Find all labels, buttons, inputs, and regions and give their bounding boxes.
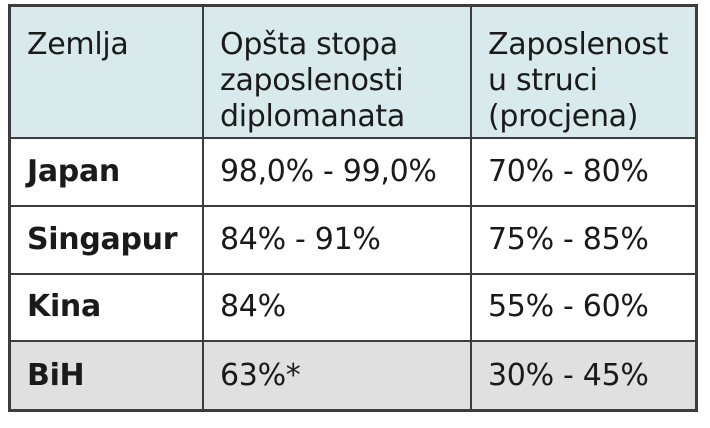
header-country: Zemlja [11, 7, 204, 139]
employment-table: Zemlja Opšta stopa zaposlenosti diploman… [11, 7, 695, 409]
in-field-rate-cell: 30% - 45% [470, 340, 695, 409]
table-row: Japan 98,0% - 99,0% 70% - 80% [11, 137, 695, 207]
table-row: Singapur 84% - 91% 75% - 85% [11, 204, 695, 275]
overall-rate-cell: 63%* [202, 340, 472, 409]
overall-rate-cell: 98,0% - 99,0% [202, 137, 472, 207]
in-field-rate-cell: 75% - 85% [470, 204, 695, 275]
overall-rate-cell: 84% - 91% [202, 204, 472, 275]
table-row-highlighted: BiH 63%* 30% - 45% [11, 340, 695, 409]
country-cell: BiH [11, 340, 204, 409]
overall-rate-cell: 84% [202, 272, 472, 343]
header-in-field-employment: Zaposlenost u struci (procjena) [470, 7, 695, 139]
table-header: Zemlja Opšta stopa zaposlenosti diploman… [11, 7, 695, 139]
header-overall-employment: Opšta stopa zaposlenosti diplomanata [202, 7, 472, 139]
country-cell: Kina [11, 272, 204, 343]
employment-table-frame: Zemlja Opšta stopa zaposlenosti diploman… [8, 4, 698, 412]
country-cell: Singapur [11, 204, 204, 275]
header-row: Zemlja Opšta stopa zaposlenosti diploman… [11, 7, 695, 139]
in-field-rate-cell: 55% - 60% [470, 272, 695, 343]
table-row: Kina 84% 55% - 60% [11, 272, 695, 343]
in-field-rate-cell: 70% - 80% [470, 137, 695, 207]
country-cell: Japan [11, 137, 204, 207]
table-body: Japan 98,0% - 99,0% 70% - 80% Singapur 8… [11, 137, 695, 409]
